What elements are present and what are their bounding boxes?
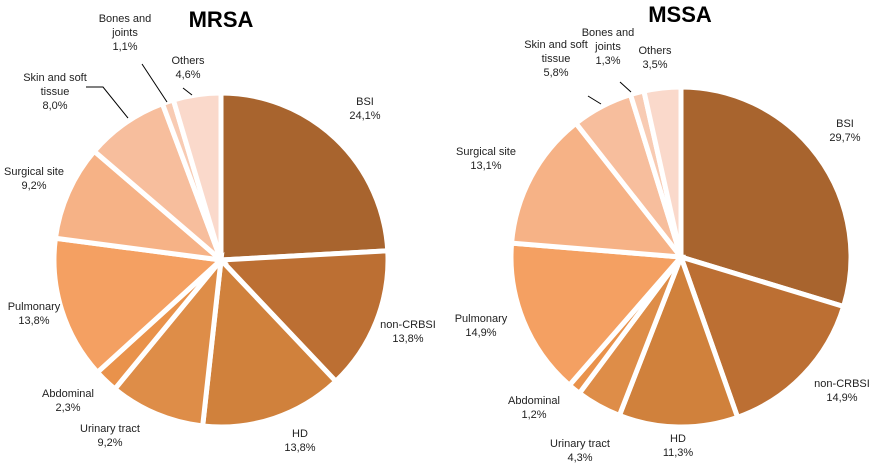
mssa-value-bones-and-joints: 1,3% [595,55,620,67]
mssa-leader-bones-and-joints [619,81,632,93]
mssa-label-bones-and-joints: Bones and joints 1,3% [582,27,635,67]
mssa-slice-bsi [678,84,854,310]
mssa-slice-others [640,84,684,258]
mssa-value-abdominal: 1,2% [521,409,546,421]
mrsa-label-surgical-site: Surgical site 9,2% [4,166,64,192]
mrsa-value-bsi: 24,1% [349,110,380,122]
mrsa-label-urinary-tract: Urinary tract 9,2% [80,423,140,449]
mrsa-label-others: Others 4,6% [171,55,205,81]
mrsa-value-skin-and-soft-tissue: 8,0% [42,100,67,112]
mssa-label-bsi: BSI 29,7% [829,118,860,144]
mssa-slices [508,84,854,430]
mrsa-pie-chart: MRSA BSI 24,1% non-CRBSI 13,8% HD 13,8% Urinar… [4,7,436,454]
mrsa-leader-bones-and-joints [141,63,168,103]
mssa-slice-pulmonary [508,240,687,389]
mrsa-label-bones-and-joints: Bones and joints 1,1% [99,13,152,53]
mssa-label-non-crbsi: non-CRBSI 14,9% [814,378,870,404]
mrsa-leader-skin-and-soft-tissue [86,86,129,119]
mssa-value-pulmonary: 14,9% [465,327,496,339]
mrsa-slice-others [170,90,224,261]
mrsa-value-hd: 13,8% [284,442,315,454]
mrsa-slice-pulmonary [51,235,227,376]
mssa-chart-title: MSSA [648,2,712,27]
mssa-value-hd: 11,3% [663,447,694,459]
mrsa-value-surgical-site: 9,2% [21,180,46,192]
mrsa-slice-labels: BSI 24,1% non-CRBSI 13,8% HD 13,8% Urinary tra… [4,13,436,454]
mrsa-value-abdominal: 2,3% [55,402,80,414]
mrsa-label-pulmonary: Pulmonary 13,8% [8,301,61,327]
mrsa-slices [51,90,391,430]
mssa-slice-non-crbsi [676,253,847,421]
mrsa-label-non-crbsi: non-CRBSI 13,8% [380,319,436,345]
mssa-value-non-crbsi: 14,9% [826,392,857,404]
mssa-value-urinary-tract: 4,3% [567,452,592,464]
mssa-pie-chart: MSSA BSI 29,7% non-CRBSI 14,9% HD 11,3% Urinar… [455,2,870,464]
mrsa-value-others: 4,6% [175,69,200,81]
mssa-label-others: Others 3,5% [638,45,672,71]
mrsa-value-non-crbsi: 13,8% [392,333,423,345]
mssa-value-others: 3,5% [642,59,667,71]
mssa-label-abdominal: Abdominal 1,2% [508,395,560,421]
mrsa-value-urinary-tract: 9,2% [97,437,122,449]
mrsa-slice-non-crbsi [215,248,391,385]
mrsa-chart-title: MRSA [189,7,254,32]
mrsa-value-bones-and-joints: 1,1% [112,41,137,53]
mrsa-value-pulmonary: 13,8% [18,315,49,327]
mrsa-label-bsi: BSI 24,1% [349,96,380,122]
mssa-value-surgical-site: 13,1% [470,160,501,172]
mssa-leader-skin-and-soft-tissue [587,95,602,105]
mssa-label-surgical-site: Surgical site 13,1% [456,146,516,172]
mrsa-label-hd: HD 13,8% [284,428,315,454]
mssa-value-bsi: 29,7% [829,132,860,144]
mssa-label-skin-and-soft-tissue: Skin and soft tissue 5,8% [524,39,588,79]
mssa-label-urinary-tract: Urinary tract 4,3% [550,438,610,464]
mssa-slice-labels: BSI 29,7% non-CRBSI 14,9% HD 11,3% Urinary tra… [455,27,870,464]
mrsa-slice-bsi [218,90,391,263]
mrsa-leader-others [182,87,193,96]
mssa-label-hd: HD 11,3% [663,433,694,459]
mrsa-slice-hd [199,254,340,430]
mssa-leader-lines [587,81,632,105]
mrsa-label-skin-and-soft-tissue: Skin and soft tissue 8,0% [23,72,87,112]
mssa-slice-surgical-site [508,119,687,260]
mrsa-leader-lines [86,63,193,119]
mssa-label-pulmonary: Pulmonary 14,9% [455,313,508,339]
mssa-value-skin-and-soft-tissue: 5,8% [543,67,568,79]
mssa-slice-hd [616,249,741,430]
mrsa-label-abdominal: Abdominal 2,3% [42,388,94,414]
